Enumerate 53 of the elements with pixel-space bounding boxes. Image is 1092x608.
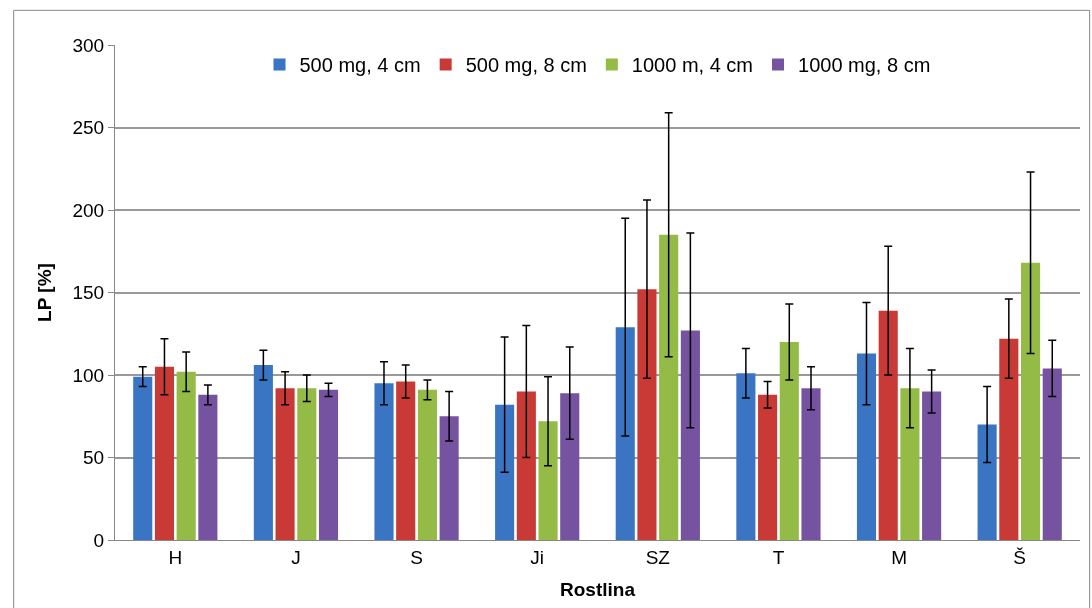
bar — [374, 383, 394, 540]
x-tick-label: T — [772, 546, 785, 568]
bar — [516, 391, 536, 540]
bar — [417, 389, 437, 540]
bar — [977, 424, 997, 540]
y-tick-label: 150 — [72, 282, 105, 304]
bar — [615, 327, 635, 540]
bar — [538, 421, 558, 540]
bar — [439, 416, 459, 540]
x-tick-label: Š — [1013, 546, 1027, 568]
bar — [133, 376, 153, 540]
bar — [318, 389, 339, 540]
bar — [680, 330, 700, 540]
bar — [1020, 262, 1041, 540]
bar — [758, 394, 778, 540]
y-tick-label: 100 — [72, 364, 105, 386]
bar — [900, 388, 920, 540]
bar — [275, 388, 295, 540]
bar — [779, 342, 799, 540]
bar — [637, 289, 657, 540]
bar — [999, 338, 1019, 540]
bar — [922, 391, 942, 540]
bar — [176, 371, 196, 540]
bar — [736, 373, 756, 540]
bar — [396, 381, 416, 540]
bar — [253, 365, 273, 540]
bar — [154, 366, 175, 540]
bar — [1042, 368, 1062, 540]
bar — [198, 394, 218, 540]
x-tick-label: H — [168, 546, 183, 568]
x-tick-label: SZ — [645, 546, 671, 568]
bar — [560, 393, 580, 540]
y-tick-label: 300 — [72, 34, 105, 56]
y-tick-label: 250 — [72, 117, 105, 139]
bar — [297, 388, 317, 540]
legend-label: 1000 m, 4 cm — [631, 54, 754, 77]
bar — [856, 353, 877, 540]
bar — [495, 404, 515, 540]
y-tick-label: 0 — [93, 529, 105, 551]
x-tick-label: M — [891, 546, 907, 568]
y-tick-label: 50 — [83, 447, 105, 469]
legend-label: 500 mg, 8 cm — [465, 54, 587, 77]
legend-label: 500 mg, 4 cm — [299, 54, 421, 77]
x-tick-label: S — [410, 546, 423, 568]
x-tick-label: Ji — [530, 546, 545, 568]
y-axis-title: LP [%] — [34, 263, 56, 322]
bar — [801, 388, 821, 540]
y-tick-label: 200 — [72, 199, 105, 221]
bar — [878, 310, 898, 540]
x-tick-label: J — [291, 546, 301, 568]
bar — [659, 234, 679, 540]
legend-label: 1000 mg, 8 cm — [798, 54, 931, 77]
x-axis-title: Rostlina — [560, 578, 636, 600]
